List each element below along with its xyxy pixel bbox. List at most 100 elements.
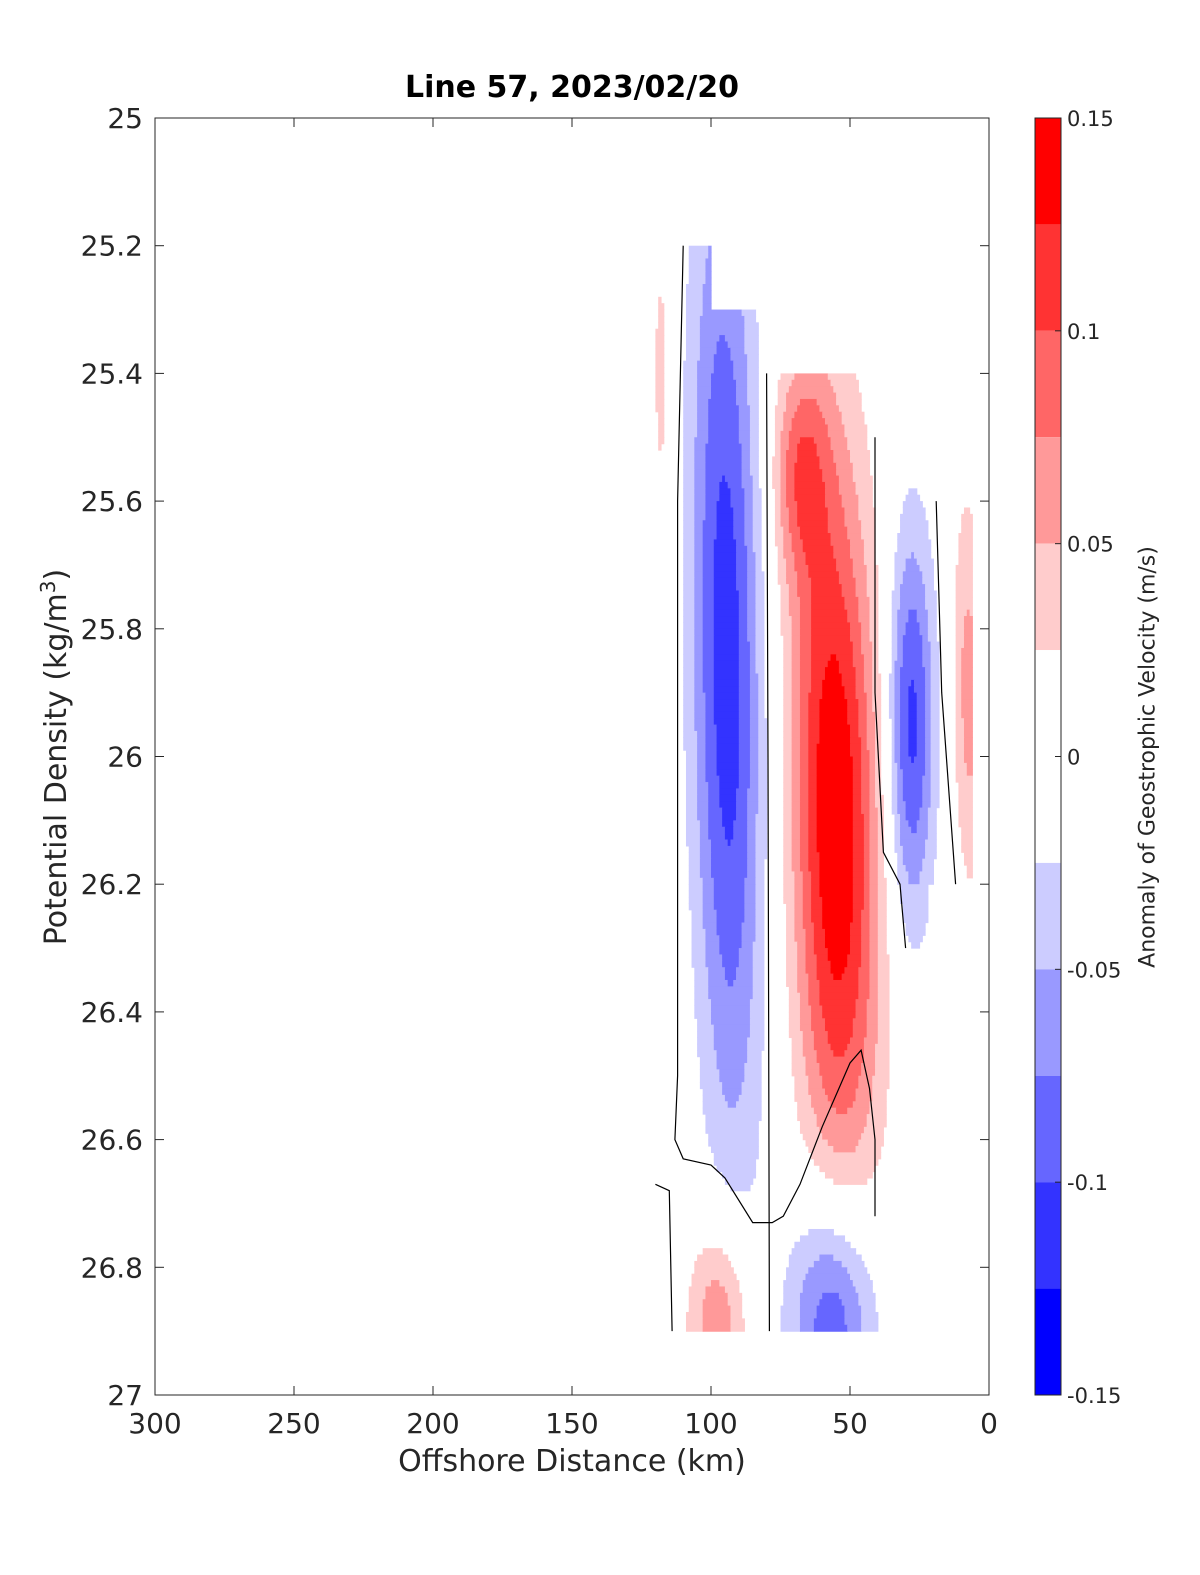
contour-cell xyxy=(685,296,704,304)
contour-cell xyxy=(738,775,751,783)
contour-cell xyxy=(685,354,701,362)
contour-cell xyxy=(791,635,801,643)
contour-cell xyxy=(783,884,795,892)
contour-cell xyxy=(705,743,718,751)
contour-cell xyxy=(808,1228,834,1236)
contour-cell xyxy=(774,513,782,521)
contour-cell xyxy=(794,916,804,924)
contour-cell xyxy=(688,877,704,885)
contour-cell xyxy=(925,667,932,675)
contour-cell xyxy=(897,807,907,815)
contour-cell xyxy=(844,1312,862,1319)
contour-cell xyxy=(788,584,798,592)
contour-cell xyxy=(855,1145,882,1153)
contour-cell xyxy=(838,475,854,483)
contour-cell xyxy=(900,724,909,732)
contour-cell xyxy=(774,488,782,496)
contour-cell xyxy=(811,622,851,630)
contour-cell xyxy=(783,820,793,828)
contour-cell xyxy=(658,424,665,432)
contour-cell xyxy=(688,896,704,904)
contour-cell xyxy=(802,1037,815,1045)
contour-cell xyxy=(905,628,921,636)
contour-cell xyxy=(683,494,695,502)
contour-cell xyxy=(869,775,876,783)
contour-cell xyxy=(966,762,973,770)
contour-cell xyxy=(749,679,759,687)
contour-cell xyxy=(869,622,879,630)
contour-cell xyxy=(847,960,862,968)
contour-cell xyxy=(752,520,762,528)
contour-cell xyxy=(744,1062,762,1070)
contour-cell xyxy=(811,609,848,617)
contour-cell xyxy=(711,1145,759,1153)
contour-cell xyxy=(816,782,854,790)
contour-cell xyxy=(799,673,812,681)
contour-cell xyxy=(955,769,968,777)
contour-cell xyxy=(797,443,818,451)
contour-cell xyxy=(697,430,709,438)
contour-cell xyxy=(702,584,715,592)
contour-cell xyxy=(794,896,804,904)
contour-cell xyxy=(866,730,876,738)
contour-cell xyxy=(836,462,854,470)
contour-cell xyxy=(894,660,904,668)
contour-cell xyxy=(738,737,751,745)
contour-cell xyxy=(655,335,665,343)
contour-cell xyxy=(819,1062,862,1070)
contour-cell xyxy=(877,941,887,949)
contour-cell xyxy=(869,973,879,981)
contour-cell xyxy=(685,833,701,841)
contour-cell xyxy=(683,418,698,426)
contour-cell xyxy=(711,1005,751,1013)
contour-cell xyxy=(930,679,940,687)
contour-cell xyxy=(897,609,909,617)
contour-cell xyxy=(713,1043,748,1051)
contour-cell xyxy=(685,309,704,317)
contour-cell xyxy=(713,1037,748,1045)
contour-cell xyxy=(852,1024,868,1032)
contour-cell xyxy=(744,903,757,911)
contour-cell xyxy=(711,845,748,853)
contour-cell xyxy=(955,762,968,770)
contour-cell xyxy=(738,686,751,694)
contour-cell xyxy=(808,852,821,860)
contour-cell xyxy=(755,865,765,873)
contour-cell xyxy=(749,737,759,745)
contour-cell xyxy=(783,699,793,707)
contour-cell xyxy=(925,750,932,758)
contour-cell xyxy=(866,1031,879,1039)
contour-cell xyxy=(955,743,965,751)
contour-cell xyxy=(749,654,757,662)
contour-cell xyxy=(702,596,715,604)
contour-cell xyxy=(658,411,665,419)
contour-cell xyxy=(894,845,904,853)
contour-cell xyxy=(966,871,973,879)
contour-cell xyxy=(791,679,801,687)
contour-cell xyxy=(891,750,896,758)
contour-cell xyxy=(683,609,695,617)
contour-cell xyxy=(708,1139,759,1147)
contour-cell xyxy=(697,762,707,770)
contour-cell xyxy=(816,769,854,777)
contour-cell xyxy=(922,782,932,790)
contour-cell xyxy=(747,577,757,585)
contour-cell xyxy=(694,456,707,464)
contour-cell xyxy=(702,609,715,617)
contour-cell xyxy=(955,577,973,585)
contour-cell xyxy=(791,1069,807,1077)
contour-cell xyxy=(797,979,809,987)
contour-cell xyxy=(722,820,734,828)
contour-cell xyxy=(816,743,851,751)
contour-cell xyxy=(819,992,859,1000)
contour-cell xyxy=(900,826,912,834)
contour-cell xyxy=(699,852,712,860)
contour-cell xyxy=(930,660,940,668)
contour-cell xyxy=(741,450,751,458)
contour-cell xyxy=(869,794,876,802)
contour-cell xyxy=(694,622,704,630)
contour-cell xyxy=(705,730,718,738)
contour-cell xyxy=(685,801,698,809)
zero-contour-line xyxy=(766,373,770,1332)
contour-cell xyxy=(716,513,734,521)
